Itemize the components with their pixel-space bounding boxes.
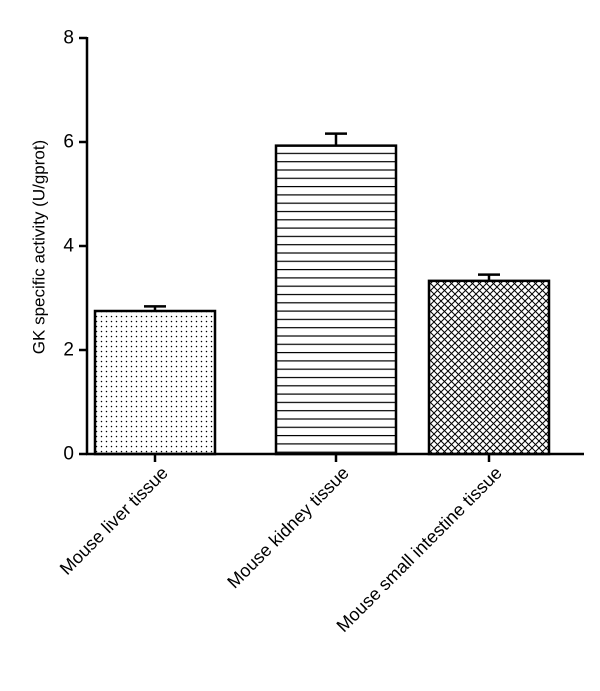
error-bars: [144, 132, 500, 311]
y-tick-label: 0: [63, 444, 74, 465]
category-label: Mouse kidney tissue: [223, 463, 352, 592]
y-tick-label: 4: [63, 236, 74, 257]
y-tick-label: 8: [63, 28, 74, 49]
bars: [93, 144, 551, 456]
y-axis-title: GK specific activity (U/gprot): [30, 140, 49, 354]
category-label: Mouse small intestine tissue: [333, 463, 506, 636]
category-label: Mouse liver tissue: [56, 463, 172, 579]
y-tick-label: 6: [63, 132, 74, 153]
y-tick-label: 2: [63, 340, 74, 361]
bar: [427, 279, 551, 456]
y-ticks: 0 2 4 6 8: [63, 28, 87, 465]
bar: [274, 144, 398, 456]
x-ticks: Mouse liver tissue Mouse kidney tissueMou…: [56, 454, 506, 636]
bar: [93, 309, 217, 456]
